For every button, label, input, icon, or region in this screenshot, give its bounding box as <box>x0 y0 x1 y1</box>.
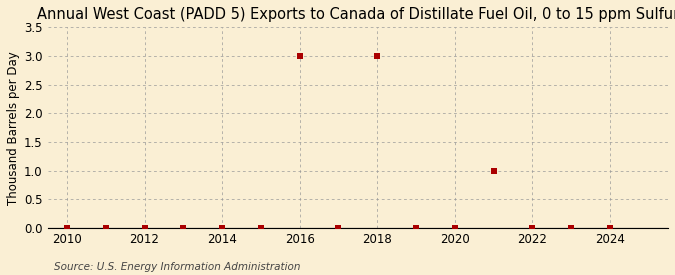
Point <box>527 226 538 230</box>
Point <box>139 226 150 230</box>
Point <box>255 226 266 230</box>
Point <box>450 226 460 230</box>
Point <box>61 226 72 230</box>
Point <box>101 226 111 230</box>
Point <box>605 226 616 230</box>
Y-axis label: Thousand Barrels per Day: Thousand Barrels per Day <box>7 51 20 205</box>
Point <box>217 226 227 230</box>
Point <box>372 54 383 58</box>
Point <box>488 169 499 173</box>
Point <box>294 54 305 58</box>
Point <box>178 226 189 230</box>
Text: Source: U.S. Energy Information Administration: Source: U.S. Energy Information Administ… <box>54 262 300 272</box>
Point <box>566 226 576 230</box>
Point <box>333 226 344 230</box>
Title: Annual West Coast (PADD 5) Exports to Canada of Distillate Fuel Oil, 0 to 15 ppm: Annual West Coast (PADD 5) Exports to Ca… <box>36 7 675 22</box>
Point <box>410 226 421 230</box>
